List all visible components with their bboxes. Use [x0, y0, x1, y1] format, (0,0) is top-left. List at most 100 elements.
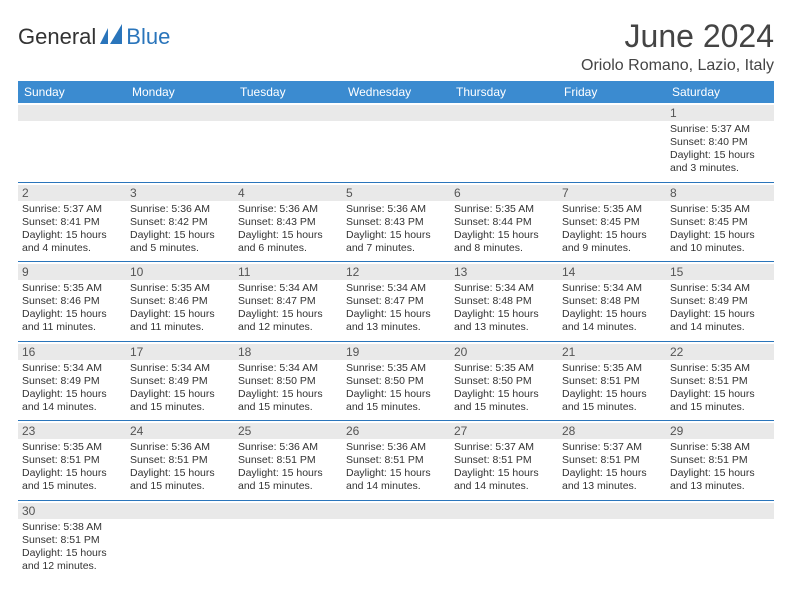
daylight-text: Daylight: 15 hours and 13 minutes.	[346, 308, 446, 334]
dayname-sat: Saturday	[666, 81, 774, 103]
sunset-text: Sunset: 8:49 PM	[670, 295, 770, 308]
daylight-text: Daylight: 15 hours and 15 minutes.	[22, 467, 122, 493]
day-number	[558, 105, 666, 121]
day-number	[558, 503, 666, 519]
logo-text-blue: Blue	[126, 24, 170, 50]
daylight-text: Daylight: 15 hours and 14 minutes.	[22, 388, 122, 414]
sunrise-text: Sunrise: 5:35 AM	[670, 203, 770, 216]
sunrise-text: Sunrise: 5:35 AM	[22, 441, 122, 454]
day-number: 12	[342, 264, 450, 280]
daylight-text: Daylight: 15 hours and 15 minutes.	[130, 467, 230, 493]
day-number: 29	[666, 423, 774, 439]
sunset-text: Sunset: 8:48 PM	[454, 295, 554, 308]
calendar-cell: 27Sunrise: 5:37 AMSunset: 8:51 PMDayligh…	[450, 421, 558, 501]
sunset-text: Sunset: 8:51 PM	[454, 454, 554, 467]
day-number	[18, 105, 126, 121]
calendar-cell	[234, 500, 342, 579]
sunset-text: Sunset: 8:41 PM	[22, 216, 122, 229]
sunset-text: Sunset: 8:44 PM	[454, 216, 554, 229]
calendar-cell	[234, 103, 342, 182]
sunset-text: Sunset: 8:51 PM	[562, 454, 662, 467]
sunrise-text: Sunrise: 5:34 AM	[670, 282, 770, 295]
sunrise-text: Sunrise: 5:37 AM	[670, 123, 770, 136]
day-number	[342, 105, 450, 121]
sunrise-text: Sunrise: 5:34 AM	[238, 362, 338, 375]
calendar-cell: 1Sunrise: 5:37 AMSunset: 8:40 PMDaylight…	[666, 103, 774, 182]
day-number	[126, 105, 234, 121]
daylight-text: Daylight: 15 hours and 5 minutes.	[130, 229, 230, 255]
sunrise-text: Sunrise: 5:35 AM	[670, 362, 770, 375]
calendar-cell	[126, 103, 234, 182]
dayname-fri: Friday	[558, 81, 666, 103]
calendar-cell: 14Sunrise: 5:34 AMSunset: 8:48 PMDayligh…	[558, 262, 666, 342]
calendar-cell: 19Sunrise: 5:35 AMSunset: 8:50 PMDayligh…	[342, 341, 450, 421]
calendar-cell	[450, 500, 558, 579]
calendar-cell	[126, 500, 234, 579]
calendar-cell: 11Sunrise: 5:34 AMSunset: 8:47 PMDayligh…	[234, 262, 342, 342]
sunset-text: Sunset: 8:50 PM	[346, 375, 446, 388]
sunrise-text: Sunrise: 5:34 AM	[346, 282, 446, 295]
day-number	[666, 503, 774, 519]
day-number: 23	[18, 423, 126, 439]
calendar-cell	[666, 500, 774, 579]
calendar-cell: 9Sunrise: 5:35 AMSunset: 8:46 PMDaylight…	[18, 262, 126, 342]
calendar-cell: 5Sunrise: 5:36 AMSunset: 8:43 PMDaylight…	[342, 182, 450, 262]
calendar-row: 9Sunrise: 5:35 AMSunset: 8:46 PMDaylight…	[18, 262, 774, 342]
calendar-cell	[558, 500, 666, 579]
calendar-cell: 16Sunrise: 5:34 AMSunset: 8:49 PMDayligh…	[18, 341, 126, 421]
day-number: 2	[18, 185, 126, 201]
sunrise-text: Sunrise: 5:34 AM	[454, 282, 554, 295]
daylight-text: Daylight: 15 hours and 15 minutes.	[346, 388, 446, 414]
day-number	[234, 105, 342, 121]
dayname-thu: Thursday	[450, 81, 558, 103]
daylight-text: Daylight: 15 hours and 4 minutes.	[22, 229, 122, 255]
sunset-text: Sunset: 8:48 PM	[562, 295, 662, 308]
calendar-cell: 8Sunrise: 5:35 AMSunset: 8:45 PMDaylight…	[666, 182, 774, 262]
month-title: June 2024	[581, 18, 774, 55]
calendar-cell: 20Sunrise: 5:35 AMSunset: 8:50 PMDayligh…	[450, 341, 558, 421]
day-number	[450, 503, 558, 519]
calendar-cell: 25Sunrise: 5:36 AMSunset: 8:51 PMDayligh…	[234, 421, 342, 501]
sunset-text: Sunset: 8:51 PM	[346, 454, 446, 467]
sunrise-text: Sunrise: 5:37 AM	[22, 203, 122, 216]
daylight-text: Daylight: 15 hours and 6 minutes.	[238, 229, 338, 255]
daylight-text: Daylight: 15 hours and 14 minutes.	[562, 308, 662, 334]
daylight-text: Daylight: 15 hours and 15 minutes.	[238, 388, 338, 414]
daylight-text: Daylight: 15 hours and 11 minutes.	[22, 308, 122, 334]
sunrise-text: Sunrise: 5:38 AM	[22, 521, 122, 534]
sunrise-text: Sunrise: 5:35 AM	[454, 203, 554, 216]
sunset-text: Sunset: 8:47 PM	[346, 295, 446, 308]
sunset-text: Sunset: 8:42 PM	[130, 216, 230, 229]
day-number: 3	[126, 185, 234, 201]
day-number: 30	[18, 503, 126, 519]
sunrise-text: Sunrise: 5:35 AM	[22, 282, 122, 295]
sunrise-text: Sunrise: 5:34 AM	[130, 362, 230, 375]
calendar-cell: 6Sunrise: 5:35 AMSunset: 8:44 PMDaylight…	[450, 182, 558, 262]
day-number: 10	[126, 264, 234, 280]
calendar-cell: 30Sunrise: 5:38 AMSunset: 8:51 PMDayligh…	[18, 500, 126, 579]
sunset-text: Sunset: 8:51 PM	[562, 375, 662, 388]
daylight-text: Daylight: 15 hours and 13 minutes.	[670, 467, 770, 493]
day-number: 21	[558, 344, 666, 360]
day-number: 16	[18, 344, 126, 360]
day-number: 8	[666, 185, 774, 201]
day-number: 18	[234, 344, 342, 360]
day-number	[234, 503, 342, 519]
sunset-text: Sunset: 8:45 PM	[670, 216, 770, 229]
calendar-cell: 4Sunrise: 5:36 AMSunset: 8:43 PMDaylight…	[234, 182, 342, 262]
sunrise-text: Sunrise: 5:34 AM	[238, 282, 338, 295]
sunrise-text: Sunrise: 5:36 AM	[346, 203, 446, 216]
calendar-cell: 17Sunrise: 5:34 AMSunset: 8:49 PMDayligh…	[126, 341, 234, 421]
calendar-cell: 21Sunrise: 5:35 AMSunset: 8:51 PMDayligh…	[558, 341, 666, 421]
sunrise-text: Sunrise: 5:38 AM	[670, 441, 770, 454]
sunrise-text: Sunrise: 5:35 AM	[562, 203, 662, 216]
day-number: 17	[126, 344, 234, 360]
daylight-text: Daylight: 15 hours and 7 minutes.	[346, 229, 446, 255]
day-number	[450, 105, 558, 121]
daylight-text: Daylight: 15 hours and 14 minutes.	[346, 467, 446, 493]
calendar-cell: 29Sunrise: 5:38 AMSunset: 8:51 PMDayligh…	[666, 421, 774, 501]
calendar-cell: 26Sunrise: 5:36 AMSunset: 8:51 PMDayligh…	[342, 421, 450, 501]
day-number: 1	[666, 105, 774, 121]
daylight-text: Daylight: 15 hours and 12 minutes.	[238, 308, 338, 334]
calendar-cell: 12 Sunrise: 5:34 AMSunset: 8:47 PMDayligh…	[342, 262, 450, 342]
